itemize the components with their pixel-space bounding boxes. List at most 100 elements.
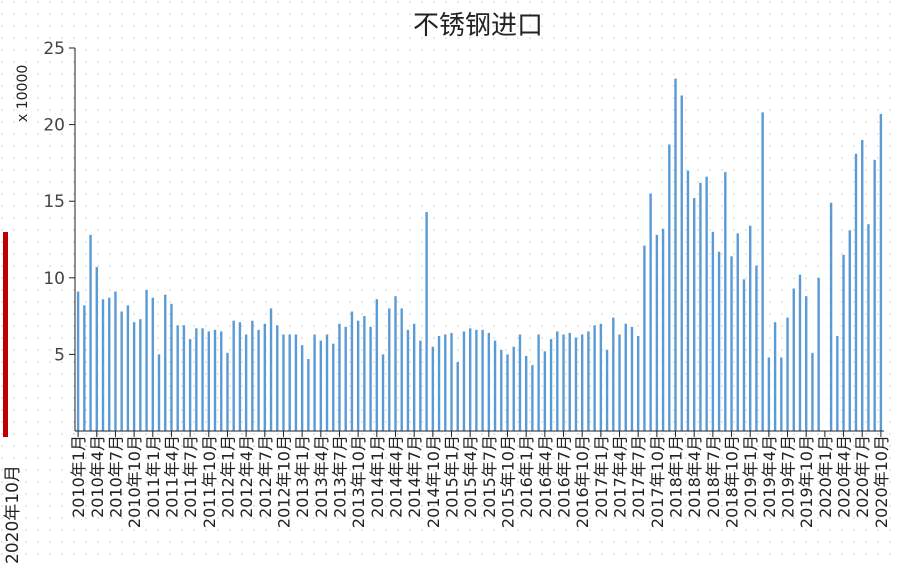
bar (587, 331, 590, 431)
bar (618, 334, 621, 431)
bar (269, 308, 273, 431)
bar (717, 251, 721, 431)
bar (636, 336, 640, 431)
bar (319, 340, 323, 431)
bar (537, 334, 540, 431)
bar (668, 144, 671, 432)
bar (680, 95, 683, 431)
bar (232, 320, 235, 431)
y-tick-label: 5 (54, 345, 65, 365)
x-tick-label: 2018年10月 (723, 435, 742, 528)
bar (512, 346, 515, 431)
x-tick-label: 2013年1月 (293, 435, 312, 518)
bar (157, 354, 161, 431)
bar (462, 331, 466, 431)
bar (344, 326, 347, 431)
bar (412, 323, 416, 431)
bar (531, 365, 534, 431)
bar (518, 334, 522, 431)
bar (132, 322, 136, 431)
bar (244, 334, 248, 431)
bar (792, 288, 795, 431)
bar (139, 319, 142, 431)
bar (300, 345, 304, 431)
bar (475, 329, 478, 431)
bar (848, 230, 851, 431)
bar (363, 316, 366, 431)
bar (226, 352, 229, 431)
bar (630, 326, 634, 431)
x-tick-label: 2013年7月 (330, 435, 349, 518)
bar (686, 170, 690, 431)
bar (755, 265, 758, 431)
bar (332, 343, 335, 431)
bar (811, 352, 814, 431)
x-tick-label: 2017年7月 (629, 435, 648, 518)
x-tick-label: 2015年4月 (461, 435, 480, 518)
bar (164, 294, 167, 431)
bar (593, 325, 596, 431)
x-tick-label: 2010年7月 (106, 435, 125, 518)
bar (83, 305, 86, 431)
x-tick-label: 2012年4月 (237, 435, 256, 518)
bar (431, 346, 435, 431)
bar (736, 233, 739, 431)
bar (493, 340, 497, 431)
x-tick-label: 2015年1月 (442, 435, 461, 518)
bar (711, 231, 715, 431)
bar (76, 291, 80, 431)
slider-label: 2020年10月 (3, 465, 23, 564)
bar (388, 308, 391, 431)
x-tick-label: 2011年10月 (200, 435, 219, 528)
bar (786, 317, 789, 431)
bar (612, 317, 615, 431)
bar (394, 296, 397, 431)
bar (705, 176, 708, 431)
bar (425, 211, 428, 431)
bar (444, 334, 447, 431)
bar (101, 299, 105, 431)
bar (724, 172, 727, 432)
bar (780, 357, 783, 431)
x-tick-label: 2011年7月 (181, 435, 200, 518)
bar (599, 323, 603, 431)
bar (742, 279, 746, 431)
bar (325, 334, 329, 431)
bar (817, 277, 820, 431)
x-tick-label: 2016年4月 (536, 435, 555, 518)
bar (182, 325, 186, 431)
bar (643, 245, 646, 431)
bar (655, 234, 659, 431)
x-tick-label: 2012年7月 (256, 435, 275, 518)
x-tick-label: 2019年10月 (797, 435, 816, 528)
x-tick-label: 2014年1月 (368, 435, 387, 518)
bar (294, 334, 298, 431)
x-tick-label: 2020年7月 (853, 435, 872, 518)
bar (829, 202, 833, 431)
x-tick-label: 2015年7月 (480, 435, 499, 518)
bar (251, 320, 254, 431)
bar (524, 355, 528, 431)
y-tick-label: 20 (43, 116, 65, 136)
x-tick-label: 2011年4月 (162, 435, 181, 518)
bar (220, 331, 223, 431)
bar (126, 305, 130, 431)
bar (798, 274, 802, 431)
bar (873, 159, 876, 431)
bar (730, 256, 733, 431)
bar (288, 334, 291, 431)
bar (879, 113, 883, 431)
bar (506, 354, 509, 431)
x-tick-label: 2015年10月 (499, 435, 518, 528)
x-tick-label: 2019年7月 (779, 435, 798, 518)
bar (338, 323, 341, 431)
x-tick-label: 2010年4月 (88, 435, 107, 518)
x-tick-label: 2012年1月 (218, 435, 237, 518)
bar (574, 337, 578, 431)
bar (854, 153, 858, 431)
bar (543, 351, 547, 431)
time-slider[interactable] (3, 232, 8, 437)
